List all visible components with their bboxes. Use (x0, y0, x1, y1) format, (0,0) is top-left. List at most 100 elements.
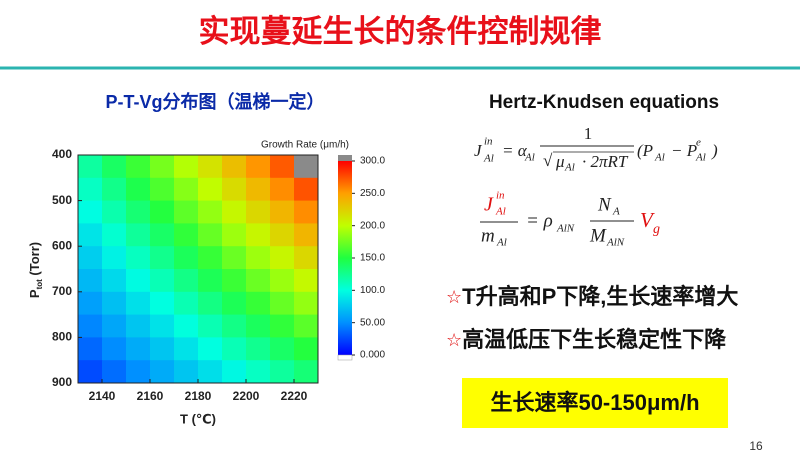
colorbar (338, 161, 352, 355)
contour-cell (198, 360, 223, 384)
contour-cell (102, 177, 127, 202)
contour-cell (246, 360, 271, 384)
eq-symbol: J (484, 194, 494, 216)
eq-sup: in (496, 190, 505, 202)
colorbar-under (337, 354, 353, 361)
y-tick-label: 800 (52, 330, 72, 344)
contour-cell (102, 246, 127, 270)
contour-cell (174, 200, 199, 224)
contour-cell (222, 360, 247, 384)
contour-cell (78, 155, 103, 179)
contour-cell (246, 269, 271, 293)
contour-cell (294, 337, 319, 361)
contour-cell (246, 314, 271, 338)
eq-symbol: m (481, 225, 495, 246)
eq-symbol: ) (711, 141, 718, 160)
contour-cell (174, 314, 199, 338)
colorbar-tick-label: 250.0 (360, 188, 385, 199)
contour-cell (126, 314, 151, 338)
contour-cell (198, 223, 223, 247)
eq-sub: Al (483, 153, 494, 165)
x-tick-label: 2220 (281, 389, 308, 403)
contour-cell (246, 177, 271, 202)
contour-cell (294, 246, 319, 270)
eq-sup: in (484, 136, 493, 148)
contour-cell (126, 360, 151, 384)
contour-cell (222, 223, 247, 247)
contour-cell (198, 246, 223, 270)
highlight-text: 生长速率50-150μm/h (490, 390, 699, 415)
contour-cell (270, 155, 295, 179)
contour-cell (126, 200, 151, 224)
x-axis-label: T (℃) (180, 411, 216, 426)
contour-cell (198, 269, 223, 293)
eq-sub: Al (524, 152, 535, 164)
bullet-star: ☆ (446, 330, 462, 350)
contour-cell (126, 337, 151, 361)
contour-cell (150, 291, 175, 316)
eq-sup: e (696, 137, 701, 149)
contour-cell (198, 314, 223, 338)
contour-cell (150, 155, 175, 179)
contour-cell (174, 269, 199, 293)
contour-cell (294, 360, 319, 384)
eq-symbol: N (597, 194, 612, 215)
contour-cell (222, 291, 247, 316)
eq-numerator: 1 (584, 124, 593, 143)
x-tick-label: 2200 (233, 389, 260, 403)
contour-cell (174, 291, 199, 316)
highlight-box (462, 378, 728, 428)
contour-cell (102, 223, 127, 247)
contour-cell (78, 269, 103, 293)
eq-symbol: = α (502, 141, 528, 160)
contour-cell (102, 291, 127, 316)
eq-symbol: · 2πRT (582, 152, 629, 171)
contour-cell (126, 246, 151, 270)
x-tick-label: 2140 (89, 389, 116, 403)
contour-cell (222, 177, 247, 202)
contour-cell (294, 291, 319, 316)
eq-sub: Al (496, 237, 507, 249)
eq-symbol: μ (555, 152, 565, 171)
contour-cell (150, 177, 175, 202)
bullet-text: 高温低压下生长稳定性下降 (462, 327, 727, 352)
contour-cell (78, 200, 103, 224)
contour-cell (174, 223, 199, 247)
contour-cell (126, 223, 151, 247)
contour-cell (246, 291, 271, 316)
contour-cell (270, 269, 295, 293)
eq-symbol: − P (671, 141, 697, 160)
contour-cell (150, 314, 175, 338)
eq-root: √ (543, 151, 553, 170)
contour-cell (246, 223, 271, 247)
contour-cell (246, 337, 271, 361)
contour-cell (270, 246, 295, 270)
eq-sub: g (653, 222, 660, 237)
contour-cell (78, 337, 103, 361)
contour-cell (102, 360, 127, 384)
y-tick-label: 900 (52, 375, 72, 389)
contour-cell (270, 200, 295, 224)
contour-cell (78, 177, 103, 202)
contour-cell (78, 291, 103, 316)
colorbar-tick-label: 150.0 (360, 253, 385, 264)
contour-cell (270, 223, 295, 247)
equations-heading: Hertz-Knudsen equations (489, 92, 719, 113)
eq-sub: Al (564, 162, 575, 174)
slide-title: 实现蔓延生长的条件控制规律 (199, 14, 602, 49)
page-number: 16 (749, 439, 763, 453)
contour-cell (150, 269, 175, 293)
colorbar-tick-label: 200.0 (360, 220, 385, 231)
eq-sub: Al (654, 152, 665, 164)
eq-symbol: (P (637, 141, 653, 160)
contour-cell (126, 291, 151, 316)
contour-cell (102, 337, 127, 361)
bullet: ☆T升高和P下降,生长速率增大 (446, 284, 738, 309)
y-axis-label: Ptot (Torr) (27, 242, 44, 298)
y-label-main: P (27, 289, 42, 298)
contour-cell (78, 314, 103, 338)
contour-cell (150, 337, 175, 361)
eq-sub: Al (495, 206, 506, 218)
contour-cell (246, 246, 271, 270)
